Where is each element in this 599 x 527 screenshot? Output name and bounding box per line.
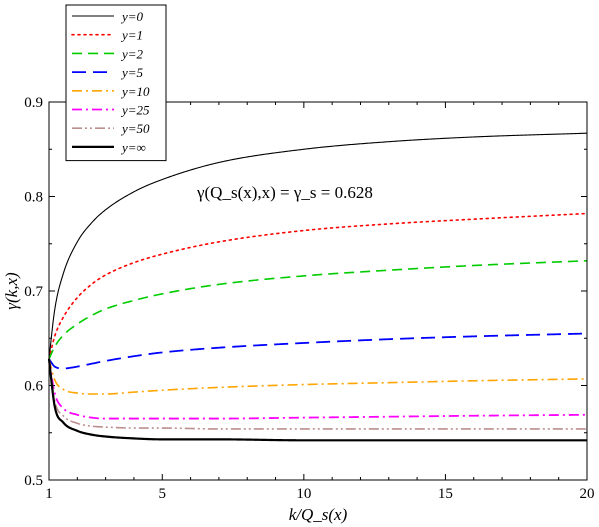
x-axis-label: k/Q_s(x): [289, 505, 348, 524]
x-tick-label: 10: [296, 486, 311, 502]
y-tick-label: 0.6: [24, 379, 43, 395]
y-tick-label: 0.5: [24, 473, 43, 489]
series-layer: [47, 132, 588, 442]
x-tick-label: 15: [438, 486, 453, 502]
legend-label-6: y=50: [120, 121, 150, 136]
series-line-3: [48, 332, 588, 370]
chart-annotation: γ(Q_s(x),x) = γ_s = 0.628: [196, 183, 373, 202]
series-line-7: [47, 358, 587, 442]
legend-label-3: y=5: [120, 65, 144, 80]
x-tick-label: 1: [45, 486, 53, 502]
legend-label-5: y=25: [120, 103, 150, 118]
y-tick-label: 0.9: [24, 95, 43, 111]
series-line-4: [48, 358, 588, 395]
series-line-5: [48, 358, 588, 420]
legend-label-2: y=2: [120, 46, 144, 61]
legend-label-4: y=10: [120, 84, 150, 99]
x-tick-label: 5: [159, 486, 167, 502]
series-line-0: [48, 132, 588, 360]
y-tick-label: 0.7: [24, 284, 43, 300]
ticks-layer: 1 5 10 15 200.50.60.70.80.9: [24, 95, 594, 502]
legend-box: [65, 4, 167, 162]
legend-label-1: y=1: [120, 28, 143, 43]
legend: y=0 y=1 y=2 y=5 y=10 y=25 y=50 y=∞: [65, 4, 167, 162]
y-tick-label: 0.8: [24, 190, 43, 206]
series-line-1: [48, 212, 588, 360]
legend-label-0: y=0: [120, 9, 144, 24]
y-axis-label: γ(k,x): [2, 272, 21, 310]
series-line-6: [48, 358, 587, 430]
legend-label-7: y=∞: [120, 140, 146, 155]
x-tick-label: 20: [580, 486, 595, 502]
series-line-2: [48, 259, 588, 360]
